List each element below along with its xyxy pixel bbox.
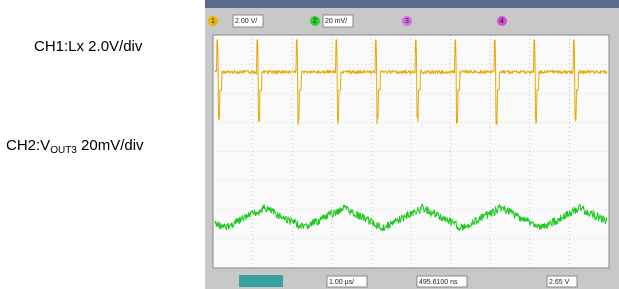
ch3-number: 3 — [405, 18, 409, 25]
ch2-suffix: 20mV/div — [77, 137, 144, 154]
ch2-scale: 20 mV/ — [325, 18, 347, 25]
ch2-prefix: CH2:V — [6, 137, 50, 154]
scope: 1 2.00 V/ 2 20 mV/ 3 4 1.00 µs/ 495.6100… — [205, 0, 619, 289]
ch2-sub: OUT3 — [50, 145, 77, 156]
ch2-number: 2 — [313, 18, 317, 25]
ch1-label: CH1:Lx 2.0V/div — [34, 38, 142, 55]
delay: 495.6100 ns — [419, 279, 458, 286]
run-controls[interactable] — [239, 275, 283, 287]
title-bar — [205, 0, 619, 8]
ch1-number: 1 — [211, 18, 215, 25]
page: CH1:Lx 2.0V/div CH2:VOUT3 20mV/div 1 2.0… — [0, 0, 619, 289]
timebase: 1.00 µs/ — [329, 279, 354, 286]
ch1-scale: 2.00 V/ — [235, 18, 257, 25]
trigger: 2.65 V — [549, 279, 570, 286]
ch2-label: CH2:VOUT3 20mV/div — [6, 137, 144, 156]
ch4-number: 4 — [500, 18, 504, 25]
